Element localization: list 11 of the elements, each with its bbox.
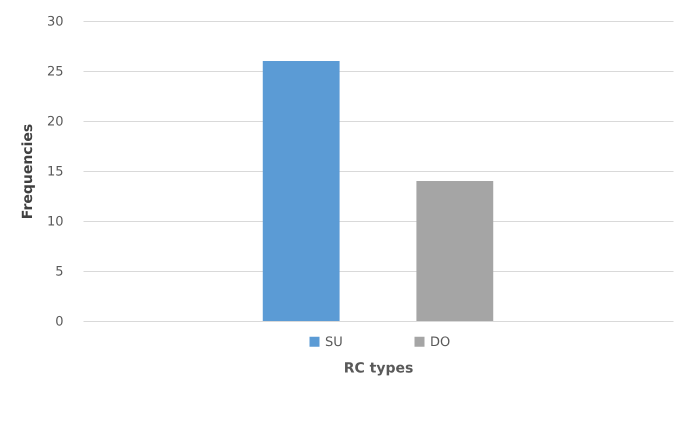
x-axis-title: RC types bbox=[344, 360, 414, 376]
y-tick-label: 25 bbox=[46, 64, 64, 80]
y-tick-label: 15 bbox=[46, 164, 64, 180]
y-tick-label: 10 bbox=[46, 214, 64, 230]
y-tick-label: 5 bbox=[55, 264, 64, 280]
legend-label: SU bbox=[325, 334, 343, 350]
y-axis-title: Frequencies bbox=[20, 124, 36, 220]
y-tick-label: 20 bbox=[46, 114, 64, 130]
legend-label: DO bbox=[430, 334, 450, 350]
y-tick-label: 30 bbox=[46, 14, 64, 30]
y-tick-label: 0 bbox=[55, 314, 64, 330]
